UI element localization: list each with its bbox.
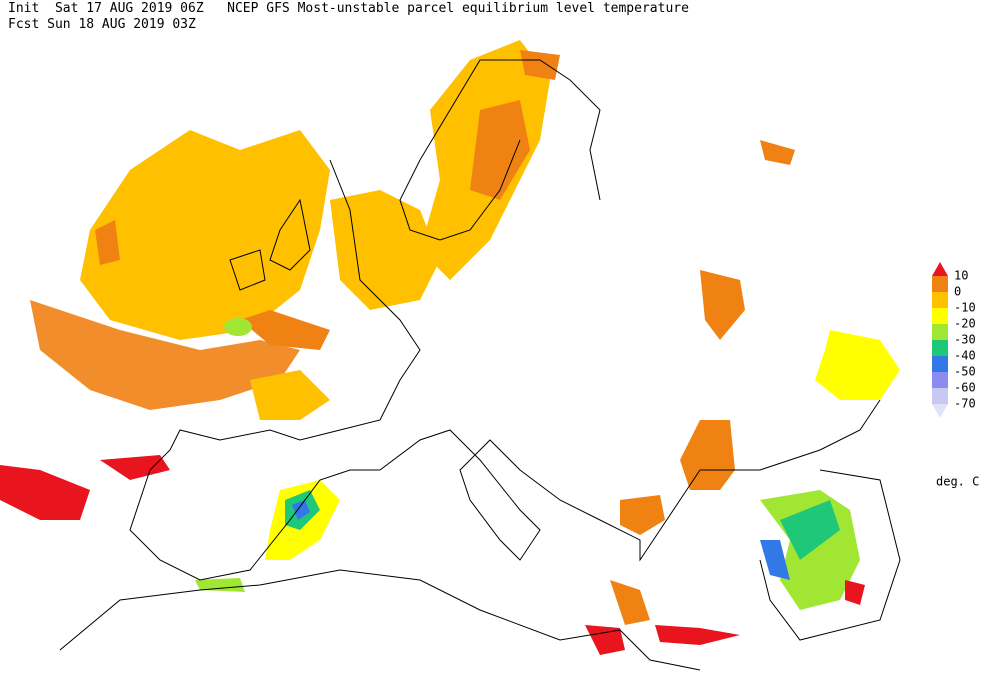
- legend-label: -40: [954, 349, 976, 363]
- coastlines: [59, 59, 901, 671]
- legend-swatch: [932, 308, 948, 324]
- legend-swatch: [932, 372, 948, 388]
- legend-swatch: [932, 276, 948, 292]
- field-overlay: [0, 40, 900, 655]
- header-line: Fcst Sun 18 AUG 2019 03Z: [8, 17, 196, 32]
- legend-label: -50: [954, 365, 976, 379]
- legend-swatch: [932, 388, 948, 404]
- legend-unit: deg. C: [936, 475, 979, 489]
- header-line: Init Sat 17 AUG 2019 06Z NCEP GFS Most-u…: [8, 1, 689, 16]
- legend-label: 10: [954, 269, 968, 283]
- legend-label: 0: [954, 285, 961, 299]
- legend-arrow: [932, 262, 948, 276]
- legend-swatch: [932, 340, 948, 356]
- legend-swatch: [932, 292, 948, 308]
- legend-label: -70: [954, 397, 976, 411]
- legend-swatch: [932, 356, 948, 372]
- legend-label: -10: [954, 301, 976, 315]
- legend: 10 0 -10 -20 -30 -40 -50 -60 -70 deg. C: [932, 262, 979, 489]
- legend-label: -60: [954, 381, 976, 395]
- legend-label: -30: [954, 333, 976, 347]
- legend-swatch: [932, 324, 948, 340]
- legend-label: -20: [954, 317, 976, 331]
- legend-arrow: [932, 404, 948, 418]
